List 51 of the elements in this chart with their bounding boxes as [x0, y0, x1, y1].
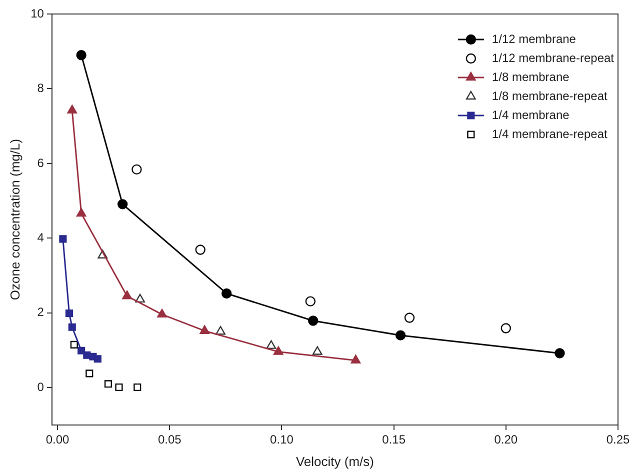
y-tick-label: 10: [30, 6, 44, 20]
y-tick-label: 6: [37, 156, 44, 170]
x-tick-label: 0.10: [270, 432, 294, 447]
point: [68, 323, 76, 331]
point: [216, 326, 226, 335]
point: [200, 325, 210, 334]
point: [221, 288, 232, 299]
point: [312, 346, 322, 355]
point: [70, 340, 78, 348]
point: [78, 346, 86, 354]
point: [86, 370, 94, 378]
legend-label: 1/4 membrane-repeat: [492, 126, 608, 141]
point: [266, 340, 276, 349]
x-tick-label: 0.00: [46, 432, 70, 447]
y-tick-label: 0: [37, 380, 44, 394]
x-axis-title: Velocity (m/s): [296, 454, 374, 469]
point: [500, 323, 512, 334]
y-tick-label: 8: [37, 81, 44, 96]
point: [67, 104, 78, 114]
x-tick-label: 0.05: [158, 432, 182, 447]
point: [117, 199, 128, 210]
legend-label: 1/8 membrane-repeat: [492, 88, 608, 103]
legend-label: 1/12 membrane: [492, 32, 576, 46]
point: [104, 380, 112, 388]
point: [195, 244, 206, 255]
legend-label: 1/12 membrane-repeat: [492, 50, 615, 65]
point: [554, 348, 565, 358]
y-axis-title: Ozone concentration (mg/L): [7, 138, 22, 300]
point: [350, 354, 361, 364]
x-tick-label: 0.20: [494, 432, 518, 447]
point: [273, 346, 284, 355]
x-tick-label: 0.15: [382, 432, 406, 447]
point: [134, 383, 142, 392]
point: [76, 208, 86, 217]
point: [308, 316, 318, 326]
legend-label: 1/4 membrane: [492, 108, 570, 122]
point: [395, 330, 406, 340]
point: [94, 355, 102, 363]
point: [59, 235, 67, 243]
y-tick-label: 2: [37, 305, 44, 320]
point: [115, 383, 123, 392]
point: [122, 290, 132, 300]
x-tick-label: 0.25: [606, 432, 630, 447]
y-tick-label: 4: [37, 230, 44, 244]
point: [305, 296, 316, 306]
legend-label: 1/8 membrane: [492, 70, 570, 84]
point: [65, 310, 73, 318]
point: [76, 50, 86, 60]
point: [132, 164, 142, 175]
point: [157, 308, 167, 318]
point: [404, 312, 415, 323]
